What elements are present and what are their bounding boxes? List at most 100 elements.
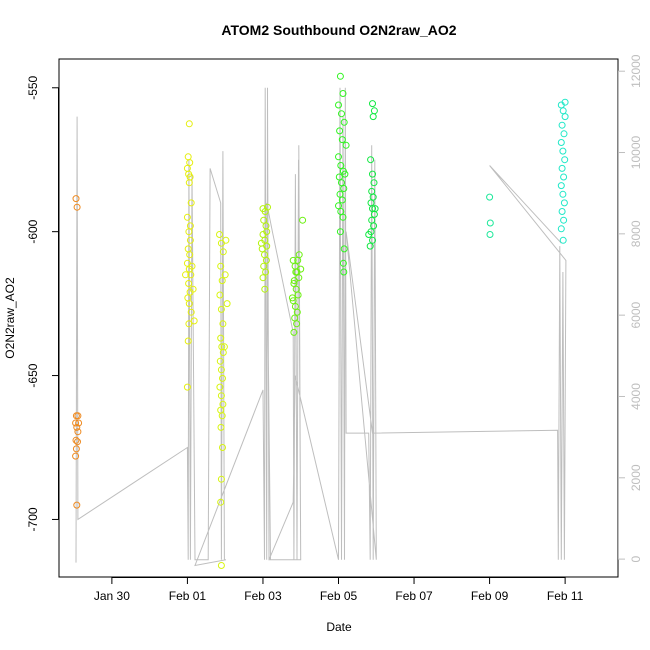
data-point: [290, 277, 298, 285]
data-point: [338, 110, 345, 118]
data-point: [335, 202, 342, 210]
data-point: [74, 428, 82, 436]
series-5: [335, 72, 350, 276]
data-point: [216, 231, 223, 238]
data-point: [339, 259, 347, 267]
data-point: [218, 412, 226, 420]
data-point: [186, 236, 194, 244]
data-point: [223, 300, 231, 308]
data-point: [335, 153, 342, 161]
data-point: [560, 216, 568, 224]
data-point: [340, 245, 348, 253]
data-point: [73, 501, 81, 509]
data-point: [560, 173, 568, 181]
data-point: [337, 208, 345, 215]
data-point: [186, 251, 194, 259]
data-point: [486, 193, 494, 201]
data-point: [188, 262, 196, 270]
data-point: [297, 265, 305, 273]
data-point: [185, 179, 193, 187]
data-point: [183, 383, 191, 391]
right-y-axis: 0 2000 4000 6000 8000 10000 12000: [618, 54, 643, 562]
x-tick-label: Feb 01: [169, 589, 207, 603]
data-point: [336, 127, 344, 135]
data-point: [486, 231, 494, 238]
data-point: [335, 101, 342, 109]
data-point: [72, 452, 80, 460]
data-point: [293, 308, 301, 316]
y-tick-label: -650: [26, 363, 40, 387]
data-point: [342, 141, 350, 149]
data-point: [220, 343, 228, 351]
data-point: [261, 285, 269, 293]
data-point: [184, 337, 192, 345]
data-point: [187, 308, 195, 316]
data-point: [73, 423, 81, 431]
data-point: [264, 203, 271, 211]
data-point: [369, 236, 376, 244]
series-3: [257, 203, 271, 293]
data-point: [290, 280, 298, 287]
data-point: [222, 236, 230, 244]
right-y-tick-label: 4000: [629, 383, 643, 410]
data-point: [217, 392, 225, 400]
series-6: [365, 100, 379, 250]
data-point: [216, 357, 224, 365]
data-point: [217, 475, 225, 483]
data-point: [560, 199, 568, 207]
data-point: [72, 436, 80, 444]
data-point: [190, 317, 198, 325]
data-point: [558, 208, 566, 215]
data-point: [558, 164, 566, 172]
data-point: [366, 242, 374, 250]
data-point: [339, 213, 347, 221]
data-point: [74, 412, 82, 420]
data-point: [559, 236, 567, 244]
data-point: [187, 271, 195, 279]
data-point: [561, 98, 569, 106]
right-y-tick-label: 6000: [629, 301, 643, 328]
data-point: [217, 366, 225, 374]
right-y-tick-label: 8000: [629, 220, 643, 247]
data-point: [338, 136, 346, 144]
data-point: [340, 268, 348, 276]
data-point: [217, 305, 225, 313]
data-point: [295, 251, 303, 259]
data-point: [370, 179, 378, 187]
x-tick-label: Feb 03: [244, 589, 282, 603]
series-4: [288, 216, 307, 336]
chart-title: ATOM2 Southbound O2N2raw_AO2: [221, 22, 456, 38]
data-point: [341, 170, 349, 178]
data-point: [185, 320, 193, 328]
data-point: [557, 225, 565, 233]
data-point: [299, 216, 307, 224]
data-point: [561, 113, 569, 121]
right-y-tick-label: 10000: [629, 136, 643, 170]
data-point: [365, 231, 373, 238]
data-point: [186, 222, 194, 230]
data-point: [340, 118, 348, 126]
data-point: [185, 280, 193, 287]
series-2: [216, 231, 231, 569]
y-axis-label: O2N2raw_AO2: [3, 277, 17, 359]
data-point: [336, 72, 344, 80]
data-point: [257, 239, 265, 247]
data-point: [290, 328, 298, 336]
data-point: [187, 199, 195, 207]
data-point: [294, 291, 302, 299]
data-point: [262, 256, 270, 264]
data-point: [185, 120, 193, 128]
data-point: [293, 320, 301, 328]
data-point: [72, 445, 80, 453]
data-point: [259, 274, 267, 282]
data-point: [217, 334, 225, 342]
x-tick-label: Feb 11: [547, 589, 584, 603]
data-point: [73, 203, 81, 211]
data-point: [74, 438, 81, 446]
track-line: [75, 87, 567, 567]
data-point: [189, 285, 197, 293]
data-point: [367, 156, 375, 164]
data-point: [559, 190, 567, 198]
data-point: [218, 277, 226, 285]
